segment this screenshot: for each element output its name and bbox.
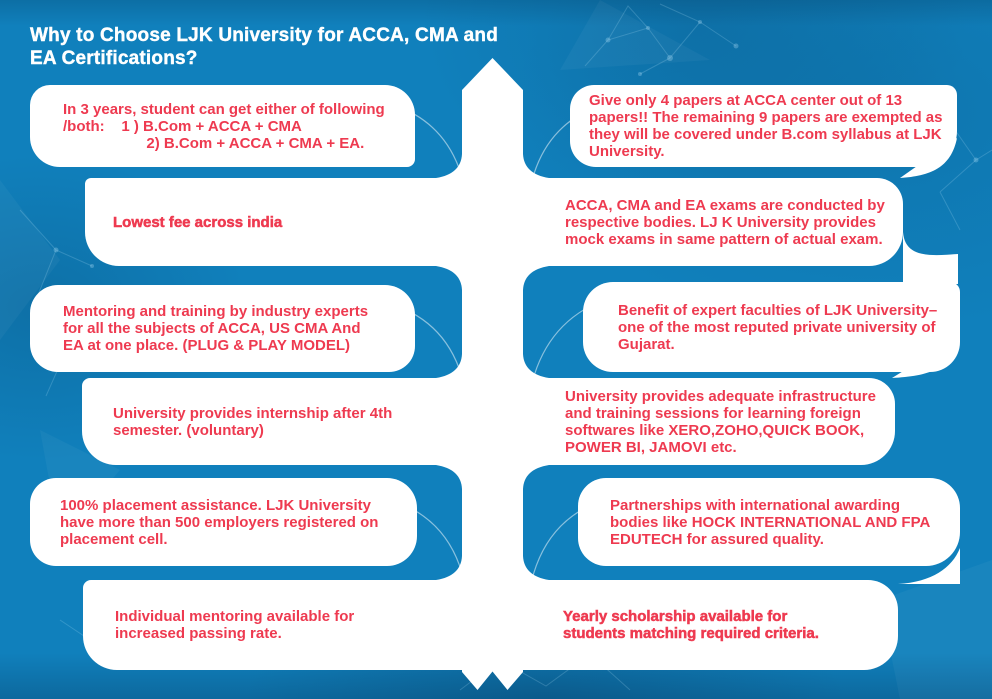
benefit-text-right-1: Give only 4 papers at ACCA center out of… [589,92,943,160]
benefit-box-left-5: 100% placement assistance. LJK Universit… [30,478,417,566]
benefit-text-right-2: ACCA, CMA and EA exams are conducted by … [565,196,885,248]
benefit-text-right-3: Benefit of expert faculties of LJK Unive… [618,301,938,353]
benefit-text-left-4: University provides internship after 4th… [113,404,393,439]
benefit-box-left-4: University provides internship after 4th… [82,378,492,465]
benefit-text-right-5: Partnerships with international awarding… [610,496,931,548]
benefit-box-right-2: ACCA, CMA and EA exams are conducted by … [494,178,903,266]
benefit-box-right-3: Benefit of expert faculties of LJK Unive… [583,282,960,372]
spine-branch-fillets [436,154,549,580]
poster-title: Why to Choose LJK University for ACCA, C… [30,25,499,69]
benefit-box-right-4: University provides adequate infrastruct… [494,378,895,465]
benefit-text-left-3: Mentoring and training by industry exper… [63,303,369,354]
benefit-text-left-6: Individual mentoring available for incre… [115,608,355,642]
benefit-text-right-6: Yearly scholarship available for student… [563,608,819,643]
benefit-box-right-6: Yearly scholarship available for student… [494,580,898,670]
benefit-box-left-3: Mentoring and training by industry exper… [30,285,415,372]
benefit-text-left-1: In 3 years, student can get either of fo… [63,100,385,152]
benefit-box-right-1: Give only 4 papers at ACCA center out of… [570,85,957,167]
benefit-text-left-5: 100% placement assistance. LJK Universit… [60,496,379,548]
benefit-box-right-5: Partnerships with international awarding… [578,478,960,566]
benefit-box-left-2: Lowest fee across india [85,178,492,266]
benefit-text-left-2: Lowest fee across india [113,213,283,231]
benefit-box-left-6: Individual mentoring available for incre… [83,580,492,670]
benefit-box-left-1: In 3 years, student can get either of fo… [30,85,415,167]
benefit-text-right-4: University provides adequate infrastruct… [565,387,876,456]
